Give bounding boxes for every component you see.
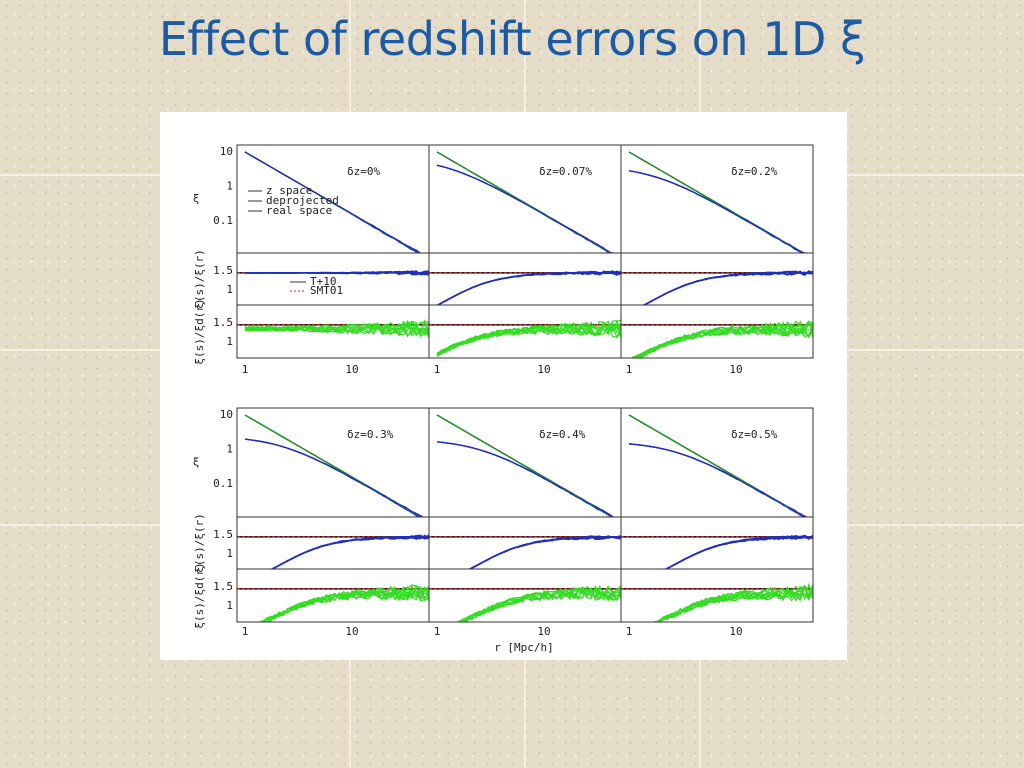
ratio-curve <box>270 536 429 569</box>
legend-label: real space <box>266 204 332 217</box>
ratio-curve <box>457 586 621 622</box>
y-axis-label: ξ(s)/ξ(r) <box>193 249 206 309</box>
panel-label: δz=0.3% <box>347 428 394 441</box>
z-space-curve <box>244 438 425 517</box>
ratio-curves <box>429 270 621 305</box>
ratio-curve <box>436 322 621 355</box>
x-tick-label: 1 <box>242 363 249 376</box>
ratio-curve <box>436 270 621 305</box>
panel-curves <box>628 414 808 517</box>
y-tick-label: 10 <box>220 408 233 421</box>
y-tick-label: 1 <box>226 335 233 348</box>
y-tick-label: 1 <box>226 180 233 193</box>
y-axis-label: ξ(s)/ξd(r) <box>193 298 206 364</box>
ratio-curve <box>463 586 621 622</box>
y-axis-label: ξ <box>193 456 200 469</box>
ratio-curves <box>237 534 429 569</box>
x-tick-label: 1 <box>434 363 441 376</box>
y-tick-label: 1.5 <box>213 528 233 541</box>
panel-curves <box>244 151 422 253</box>
ratio-curves <box>621 319 813 358</box>
panel-curves <box>436 414 615 517</box>
y-tick-label: 1.5 <box>213 264 233 277</box>
legend-label: T+10 <box>310 275 337 288</box>
x-tick-label: 10 <box>729 363 742 376</box>
z-space-curve <box>436 164 613 253</box>
y-tick-label: 1 <box>226 599 233 612</box>
slide-title: Effect of redshift errors on 1D ξ <box>158 12 866 66</box>
x-tick-label: 1 <box>626 363 633 376</box>
ratio-curve <box>631 323 813 358</box>
ratio-curve <box>263 589 429 622</box>
panel-frame <box>620 568 814 623</box>
y-tick-label: 1 <box>226 283 233 296</box>
x-tick-label: 10 <box>345 625 358 638</box>
legend-label: deprojected <box>266 194 339 207</box>
ratio-curve <box>468 535 621 569</box>
x-tick-label: 1 <box>626 625 633 638</box>
z-space-curve <box>628 443 808 517</box>
ratio-curve <box>636 320 813 358</box>
z-space-curve <box>436 441 615 517</box>
ratio-curve <box>655 585 813 622</box>
ratio-curve <box>244 319 429 336</box>
ratio-curves <box>621 534 813 569</box>
x-tick-label: 10 <box>537 625 550 638</box>
y-axis-label: ξ(s)/ξ(r) <box>193 513 206 573</box>
ratio-curves <box>621 270 813 305</box>
x-tick-label: 1 <box>242 625 249 638</box>
legend-label: SMT01 <box>310 284 343 297</box>
ratio-curves <box>237 319 429 338</box>
legend-label: z space <box>266 184 312 197</box>
y-tick-label: 1.5 <box>213 580 233 593</box>
x-tick-label: 1 <box>434 625 441 638</box>
y-tick-label: 1 <box>226 547 233 560</box>
y-tick-label: 1 <box>226 443 233 456</box>
ratio-curve <box>633 320 813 358</box>
ratio-curves <box>621 582 813 622</box>
panel-label: δz=0.5% <box>731 428 778 441</box>
ratio-curve <box>244 320 429 338</box>
ratio-curves <box>237 270 429 276</box>
panel-label: δz=0.4% <box>539 428 586 441</box>
x-tick-label: 10 <box>537 363 550 376</box>
panel-label: δz=0% <box>347 165 380 178</box>
y-tick-label: 10 <box>220 145 233 158</box>
ratio-curve <box>664 535 813 569</box>
panel-curves <box>244 414 425 517</box>
y-tick-label: 0.1 <box>213 477 233 490</box>
ratio-curves <box>429 534 621 569</box>
ratio-curve <box>642 270 813 305</box>
ratio-curves <box>429 319 621 358</box>
z-space-curve <box>628 170 805 253</box>
panel-label: δz=0.07% <box>539 165 592 178</box>
panel-curves <box>436 151 615 253</box>
y-axis-label: ξ <box>193 192 200 205</box>
y-axis-label: ξ(s)/ξd(r) <box>193 562 206 628</box>
y-tick-label: 1.5 <box>213 316 233 329</box>
ratio-curves <box>237 584 429 622</box>
y-tick-label: 0.1 <box>213 214 233 227</box>
panel-curves <box>628 151 807 253</box>
ratio-curves <box>429 584 621 622</box>
figure-background <box>160 112 847 660</box>
panel-frame <box>620 304 814 359</box>
x-tick-label: 10 <box>729 625 742 638</box>
z-space-curve <box>244 151 422 253</box>
x-tick-label: 10 <box>345 363 358 376</box>
ratio-curve <box>458 585 621 622</box>
ratio-curve <box>245 270 429 276</box>
ratio-curve <box>244 320 429 337</box>
panel-label: δz=0.2% <box>731 165 778 178</box>
x-axis-label: r [Mpc/h] <box>494 641 554 654</box>
